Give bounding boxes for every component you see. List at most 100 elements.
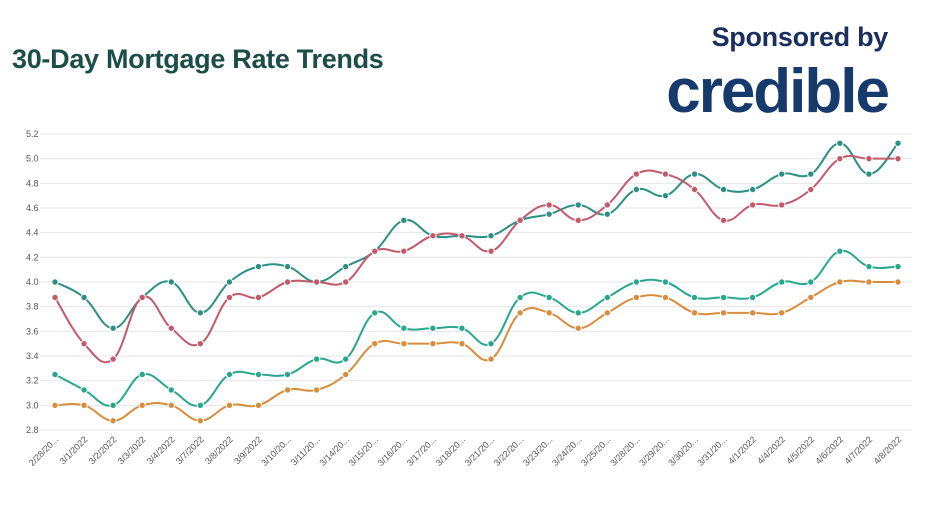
data-point — [138, 370, 146, 379]
data-point — [254, 401, 263, 410]
chart-title: 30-Day Mortgage Rate Trends — [12, 44, 384, 74]
data-point — [574, 216, 582, 225]
data-point — [545, 201, 553, 209]
x-tick-label: 3/1/2022 — [58, 434, 90, 466]
x-tick-label: 3/11/20... — [289, 434, 322, 467]
data-point — [283, 262, 292, 271]
x-tick-label: 4/1/2022 — [726, 434, 758, 466]
x-tick-label: 3/7/2022 — [174, 434, 206, 466]
data-point — [807, 185, 815, 194]
y-tick-label: 5.2 — [26, 129, 39, 139]
data-point — [690, 293, 699, 302]
data-point — [865, 262, 873, 271]
data-point — [865, 154, 873, 163]
data-point — [429, 232, 437, 240]
x-tick-label: 4/4/2022 — [755, 434, 787, 466]
data-point — [371, 339, 379, 348]
data-point — [778, 309, 786, 317]
data-point — [661, 293, 670, 302]
x-tick-label: 3/4/2022 — [145, 434, 177, 466]
x-tick-label: 3/10/20... — [259, 434, 293, 468]
x-tick-label: 3/17/20... — [405, 434, 439, 468]
data-point — [371, 309, 379, 317]
data-point — [312, 355, 321, 363]
x-tick-label: 3/3/2022 — [116, 434, 148, 466]
data-point — [807, 293, 815, 302]
series-line — [54, 142, 899, 330]
data-point — [429, 324, 437, 332]
y-tick-label: 3.4 — [26, 351, 39, 361]
data-point — [719, 216, 728, 225]
data-point — [167, 401, 175, 410]
x-tick-label: 3/18/20... — [434, 434, 468, 468]
y-tick-label: 4.4 — [26, 228, 39, 238]
x-tick-label: 4/7/2022 — [842, 434, 874, 466]
data-point — [51, 293, 59, 302]
data-point — [196, 339, 205, 348]
data-point — [661, 170, 670, 178]
x-tick-label: 3/31/20... — [695, 434, 729, 468]
data-point — [632, 185, 641, 194]
y-tick-label: 4.0 — [26, 277, 39, 287]
data-point — [487, 339, 495, 348]
y-tick-label: 3.6 — [26, 326, 39, 336]
data-point — [603, 201, 612, 209]
x-tick-label: 3/25/20... — [579, 434, 613, 468]
data-point — [109, 355, 117, 363]
data-point — [632, 293, 641, 302]
data-point — [400, 247, 408, 255]
series-line — [54, 249, 899, 407]
data-point — [109, 417, 117, 425]
data-point — [516, 309, 524, 317]
data-point — [225, 370, 234, 379]
series-2 — [51, 154, 902, 364]
data-point — [778, 278, 786, 286]
data-point — [400, 339, 408, 348]
data-point — [748, 293, 757, 302]
credible-logo: credible — [666, 57, 890, 126]
data-point — [283, 386, 292, 394]
data-point — [603, 210, 612, 218]
x-tick-label: 3/30/20... — [666, 434, 700, 468]
data-point — [109, 324, 117, 332]
y-tick-label: 3.8 — [26, 302, 39, 312]
data-point — [632, 278, 641, 286]
data-point — [341, 370, 350, 379]
x-tick-label: 3/8/2022 — [203, 434, 235, 466]
data-point — [574, 309, 582, 317]
data-point — [778, 170, 786, 178]
data-point — [400, 324, 408, 332]
data-point — [196, 309, 205, 317]
y-tick-label: 3.0 — [26, 400, 39, 410]
data-point — [429, 339, 437, 348]
x-tick-label: 4/8/2022 — [872, 434, 904, 466]
data-point — [894, 278, 902, 286]
data-point — [196, 417, 205, 425]
data-point — [545, 293, 553, 302]
y-tick-label: 4.6 — [26, 203, 39, 213]
data-point — [865, 170, 873, 178]
data-point — [661, 191, 670, 200]
data-point — [167, 324, 175, 332]
data-point — [487, 247, 495, 255]
x-tick-label: 3/15/20... — [347, 434, 381, 468]
data-point — [283, 370, 292, 379]
series-line — [54, 279, 898, 422]
data-point — [51, 278, 59, 286]
data-point — [225, 401, 234, 410]
data-point — [574, 324, 582, 332]
data-point — [894, 139, 902, 147]
y-tick-label: 4.8 — [26, 178, 39, 188]
data-point — [894, 262, 902, 271]
data-point — [341, 278, 350, 286]
x-tick-label: 3/22/20... — [492, 434, 526, 468]
data-point — [225, 278, 234, 286]
data-point — [80, 339, 88, 348]
data-point — [80, 293, 88, 302]
x-tick-label: 3/23/20... — [521, 434, 555, 468]
data-point — [225, 293, 234, 302]
sponsor-text: Sponsored by — [711, 22, 889, 52]
data-point — [167, 386, 175, 394]
data-point — [138, 293, 146, 302]
data-point — [545, 309, 553, 317]
